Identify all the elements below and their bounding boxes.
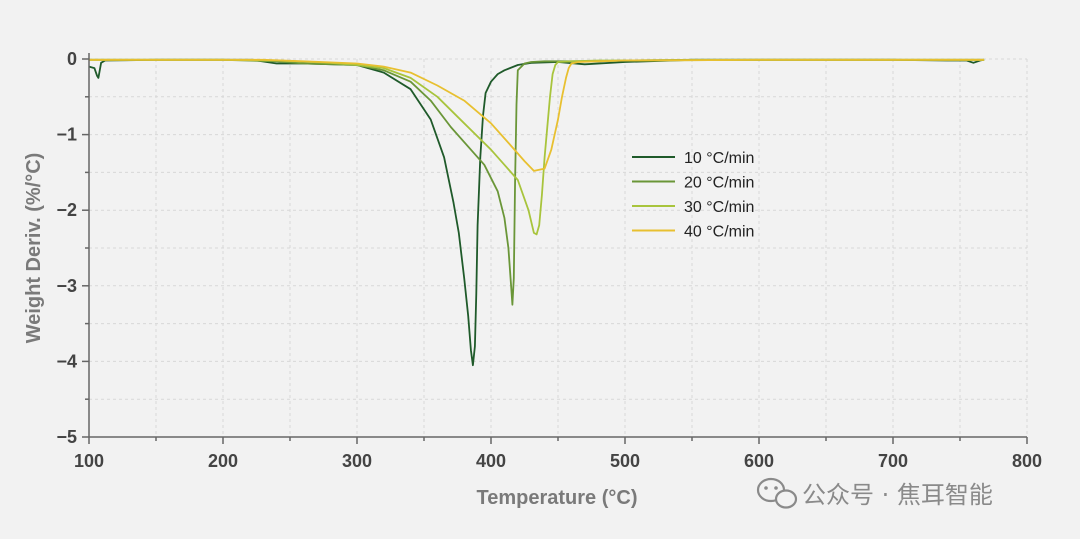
watermark: 公众号 · 焦耳智能 [756, 477, 993, 509]
legend-entry: 40 °C/min [684, 224, 754, 241]
legend: 10 °C/min 20 °C/min 30 °C/min 40 °C/min [632, 150, 754, 241]
x-tick-label: 700 [878, 451, 908, 471]
x-tick-label: 100 [74, 451, 104, 471]
series-layer [88, 58, 985, 367]
y-tick-label: 0 [67, 49, 77, 69]
watermark-text: 公众号 · 焦耳智能 [802, 481, 993, 509]
legend-entry: 10 °C/min [684, 150, 754, 167]
y-tick-label: −3 [56, 276, 77, 296]
x-tick-label: 600 [744, 451, 774, 471]
tick-labels: 100 200 300 400 500 600 700 800 0 −1 −2 −3 −4 −5 [56, 49, 1042, 471]
series-line-4 [89, 58, 985, 172]
x-tick-label: 300 [342, 451, 372, 471]
x-tick-label: 800 [1012, 451, 1042, 471]
wechat-icon [756, 477, 798, 509]
x-tick-label: 400 [476, 451, 506, 471]
x-axis-label: Temperature (°C) [477, 487, 638, 509]
y-tick-label: −2 [56, 200, 77, 220]
x-tick-label: 200 [208, 451, 238, 471]
y-tick-label: −4 [56, 351, 77, 371]
legend-entry: 20 °C/min [684, 175, 754, 192]
y-tick-label: −5 [56, 427, 77, 447]
x-tick-label: 500 [610, 451, 640, 471]
y-tick-label: −1 [56, 125, 77, 145]
legend-entry: 30 °C/min [684, 199, 754, 216]
y-axis-label: Weight Deriv. (%/°C) [23, 153, 45, 344]
axes [82, 53, 1028, 444]
